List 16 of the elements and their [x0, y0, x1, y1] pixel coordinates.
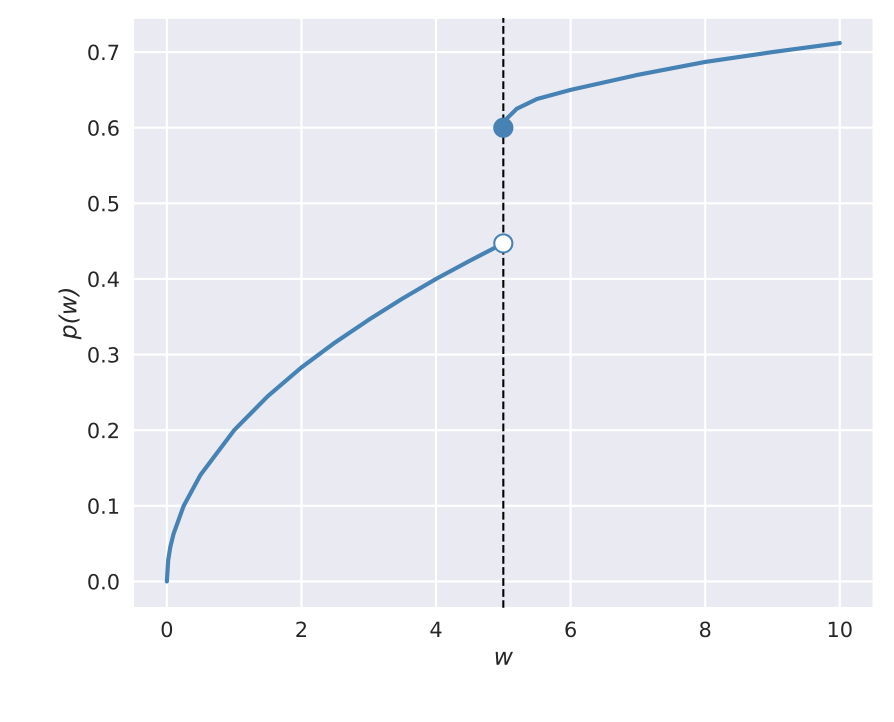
y-tick-label: 0.7 — [88, 44, 118, 60]
y-axis-title: p(w) — [58, 289, 82, 340]
y-tick-label: 0.0 — [88, 574, 119, 590]
y-tick-label: 0.4 — [88, 271, 119, 288]
y-tick-label: 0.1 — [88, 498, 118, 514]
x-tick-label: 8 — [700, 621, 710, 638]
x-tick-label: 4 — [430, 622, 442, 637]
x-tick-label: 2 — [296, 621, 306, 637]
y-tick-label: 0.2 — [88, 422, 118, 438]
x-axis-title: w — [496, 652, 514, 665]
y-tick-label: 0.3 — [88, 347, 118, 363]
x-tick-label: 10 — [828, 621, 852, 638]
y-tick-label: 0.5 — [88, 196, 118, 212]
x-tick-label: 6 — [565, 621, 576, 638]
y-tick-label: 0.6 — [88, 120, 119, 136]
x-tick-label: 0 — [162, 621, 172, 638]
